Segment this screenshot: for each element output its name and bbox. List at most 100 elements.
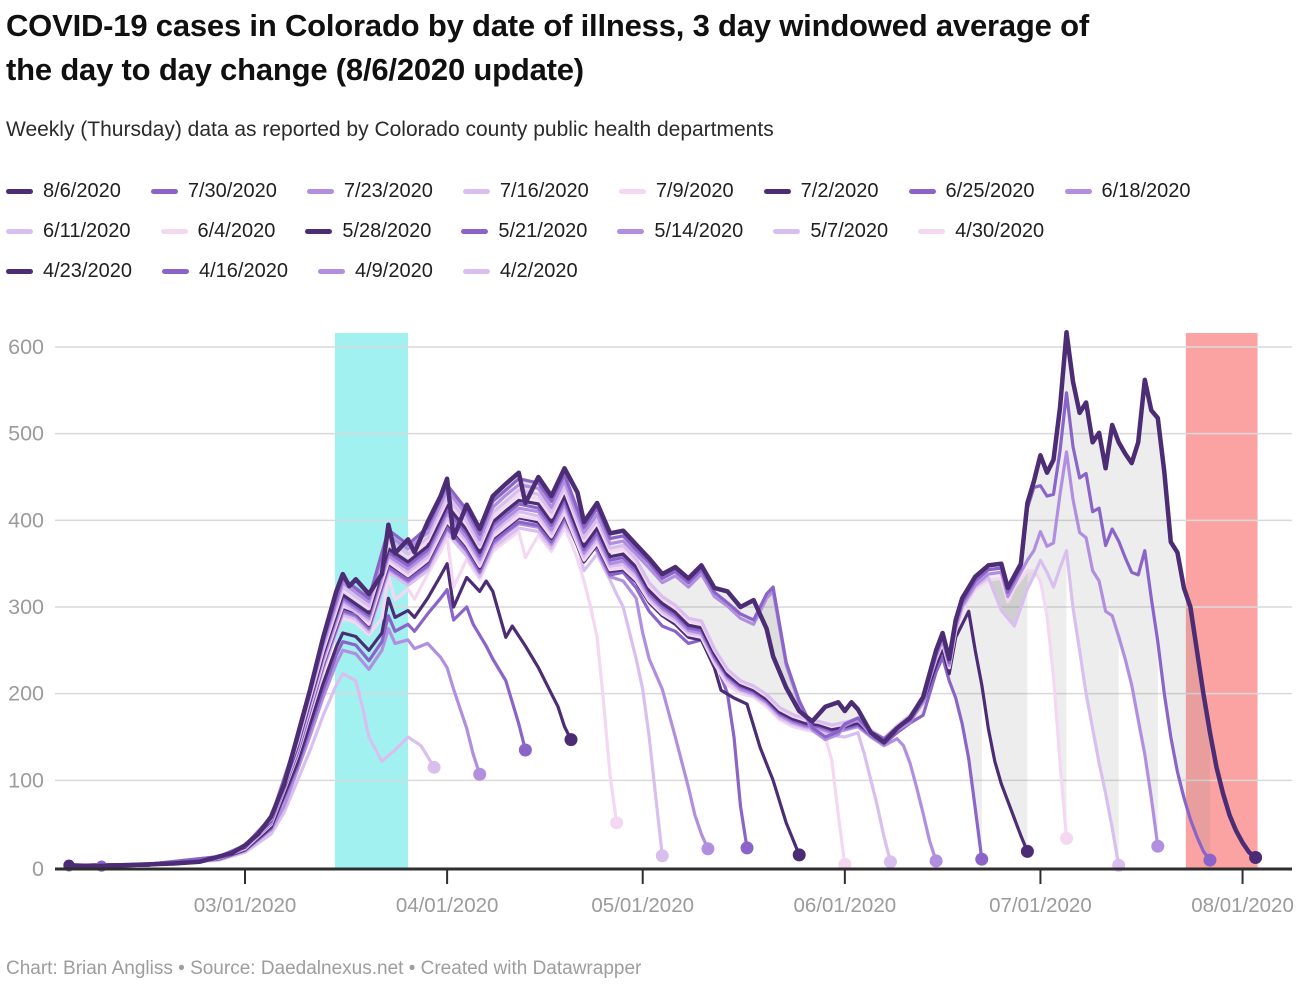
series-line-6/18/2020[interactable]: [67, 502, 938, 867]
y-axis-label: 200: [8, 682, 44, 706]
legend-swatch: [305, 229, 333, 234]
series-end-dot-5/21/2020[interactable]: [740, 841, 754, 855]
legend-item-8/6/2020[interactable]: 8/6/2020: [6, 180, 121, 203]
legend-label: 4/23/2020: [43, 260, 132, 282]
legend-label: 5/7/2020: [810, 220, 889, 242]
legend-item-4/30/2020[interactable]: 4/30/2020: [918, 220, 1044, 243]
series-end-dot-7/9/2020[interactable]: [1060, 831, 1074, 845]
legend-swatch: [306, 189, 334, 194]
series-end-dot-5/7/2020[interactable]: [655, 849, 669, 863]
legend-item-4/2/2020[interactable]: 4/2/2020: [462, 260, 578, 283]
legend-label: 4/30/2020: [955, 220, 1045, 242]
legend-label: 4/16/2020: [198, 260, 288, 282]
legend-item-5/14/2020[interactable]: 5/14/2020: [617, 220, 743, 243]
legend-swatch: [161, 269, 189, 274]
legend-item-5/28/2020[interactable]: 5/28/2020: [305, 220, 431, 243]
legend-label: 7/16/2020: [499, 180, 589, 202]
legend-label: 4/9/2020: [354, 260, 433, 282]
legend-item-6/18/2020[interactable]: 6/18/2020: [1064, 180, 1191, 203]
legend-swatch: [618, 189, 646, 194]
legend-label: 6/11/2020: [43, 220, 131, 242]
chart-attribution: Chart: Brian Angliss • Source: Daedalnex…: [6, 958, 642, 979]
x-axis-label: 05/01/2020: [591, 894, 694, 917]
legend-label: 7/23/2020: [343, 180, 433, 202]
legend-item-6/25/2020[interactable]: 6/25/2020: [908, 180, 1035, 203]
series-line-4/23/2020[interactable]: [67, 562, 573, 867]
x-axis-label: 06/01/2020: [794, 894, 897, 917]
legend-item-7/30/2020[interactable]: 7/30/2020: [150, 180, 277, 203]
legend-label: 7/2/2020: [800, 180, 879, 202]
series-end-dot-8/6/2020[interactable]: [1249, 850, 1263, 864]
legend-item-4/23/2020[interactable]: 4/23/2020: [6, 260, 132, 283]
series-end-dot-5/14/2020[interactable]: [701, 842, 715, 856]
legend-swatch: [1064, 189, 1092, 194]
legend-label: 5/21/2020: [498, 220, 588, 242]
page-title: COVID-19 cases in Colorado by date of il…: [6, 8, 1089, 88]
x-axis-label: 08/01/2020: [1191, 894, 1294, 917]
y-axis-label: 300: [8, 595, 44, 619]
legend-item-5/21/2020[interactable]: 5/21/2020: [461, 220, 587, 243]
chart-subtitle: Weekly (Thursday) data as reported by Co…: [6, 118, 774, 141]
legend-swatch: [461, 229, 489, 234]
legend-label: 6/25/2020: [945, 180, 1035, 202]
legend-swatch: [763, 189, 791, 194]
legend-item-5/7/2020[interactable]: 5/7/2020: [773, 220, 888, 243]
legend-label: 4/2/2020: [499, 260, 578, 282]
series-end-dot-4/2/2020[interactable]: [427, 760, 441, 774]
legend-item-6/4/2020[interactable]: 6/4/2020: [160, 220, 276, 243]
series-end-dot-4/30/2020[interactable]: [610, 816, 624, 830]
y-axis-label: 500: [8, 422, 44, 446]
series-end-dot-7/2/2020[interactable]: [1020, 844, 1034, 858]
legend-label: 8/6/2020: [43, 180, 121, 202]
series-line-6/4/2020[interactable]: [67, 510, 847, 867]
legend-swatch: [160, 229, 188, 234]
series-end-dot-4/9/2020[interactable]: [473, 767, 487, 781]
series-line-7/2/2020[interactable]: [67, 494, 1030, 867]
series-line-7/23/2020[interactable]: [99, 450, 1160, 868]
series-end-dot-7/30/2020[interactable]: [1203, 853, 1217, 867]
x-axis-label: 03/01/2020: [194, 894, 297, 917]
y-axis-label: 400: [8, 508, 44, 532]
legend-item-7/16/2020[interactable]: 7/16/2020: [462, 180, 589, 203]
series-line-6/11/2020[interactable]: [67, 506, 893, 867]
legend-swatch: [773, 229, 801, 234]
legend-swatch: [918, 229, 946, 234]
series-end-dot-7/23/2020[interactable]: [1151, 839, 1165, 853]
legend-item-4/16/2020[interactable]: 4/16/2020: [161, 260, 288, 283]
series-end-dot-4/16/2020[interactable]: [518, 743, 532, 757]
series-line-4/2/2020[interactable]: [67, 672, 436, 868]
revision-gap-fill: [69, 332, 1210, 867]
legend-item-6/11/2020[interactable]: 6/11/2020: [6, 220, 131, 243]
series-line-7/16/2020[interactable]: [99, 484, 1121, 868]
series-line-4/16/2020[interactable]: [67, 588, 528, 867]
legend-swatch: [150, 189, 178, 194]
legend-swatch: [6, 229, 33, 234]
legend-swatch: [462, 189, 490, 194]
legend-label: 5/14/2020: [654, 220, 744, 242]
legend-swatch: [908, 189, 936, 194]
legend-item-7/2/2020[interactable]: 7/2/2020: [763, 180, 879, 203]
legend-swatch: [617, 229, 645, 234]
y-axis-label: 600: [8, 335, 44, 359]
legend-label: 7/30/2020: [187, 180, 277, 202]
y-axis-label: 0: [32, 857, 44, 881]
series-line-5/28/2020[interactable]: [67, 512, 801, 867]
legend-item-4/9/2020[interactable]: 4/9/2020: [317, 260, 433, 283]
legend-item-7/23/2020[interactable]: 7/23/2020: [306, 180, 433, 203]
series-end-dot-5/28/2020[interactable]: [792, 848, 806, 862]
series-end-dot-6/25/2020[interactable]: [975, 852, 989, 866]
series-end-dot-6/18/2020[interactable]: [929, 854, 943, 868]
series-line-8/6/2020[interactable]: [66, 330, 1258, 869]
legend-label: 6/4/2020: [197, 220, 276, 242]
legend-label: 7/9/2020: [655, 180, 734, 202]
legend-label: 5/28/2020: [342, 220, 432, 242]
legend-swatch: [317, 269, 345, 274]
legend-item-7/9/2020[interactable]: 7/9/2020: [618, 180, 734, 203]
series-end-dot-4/23/2020[interactable]: [564, 733, 578, 747]
x-axis-label: 07/01/2020: [989, 894, 1092, 917]
x-axis-label: 04/01/2020: [396, 894, 499, 917]
series-end-dot-6/11/2020[interactable]: [883, 855, 897, 869]
legend-label: 6/18/2020: [1101, 180, 1191, 202]
